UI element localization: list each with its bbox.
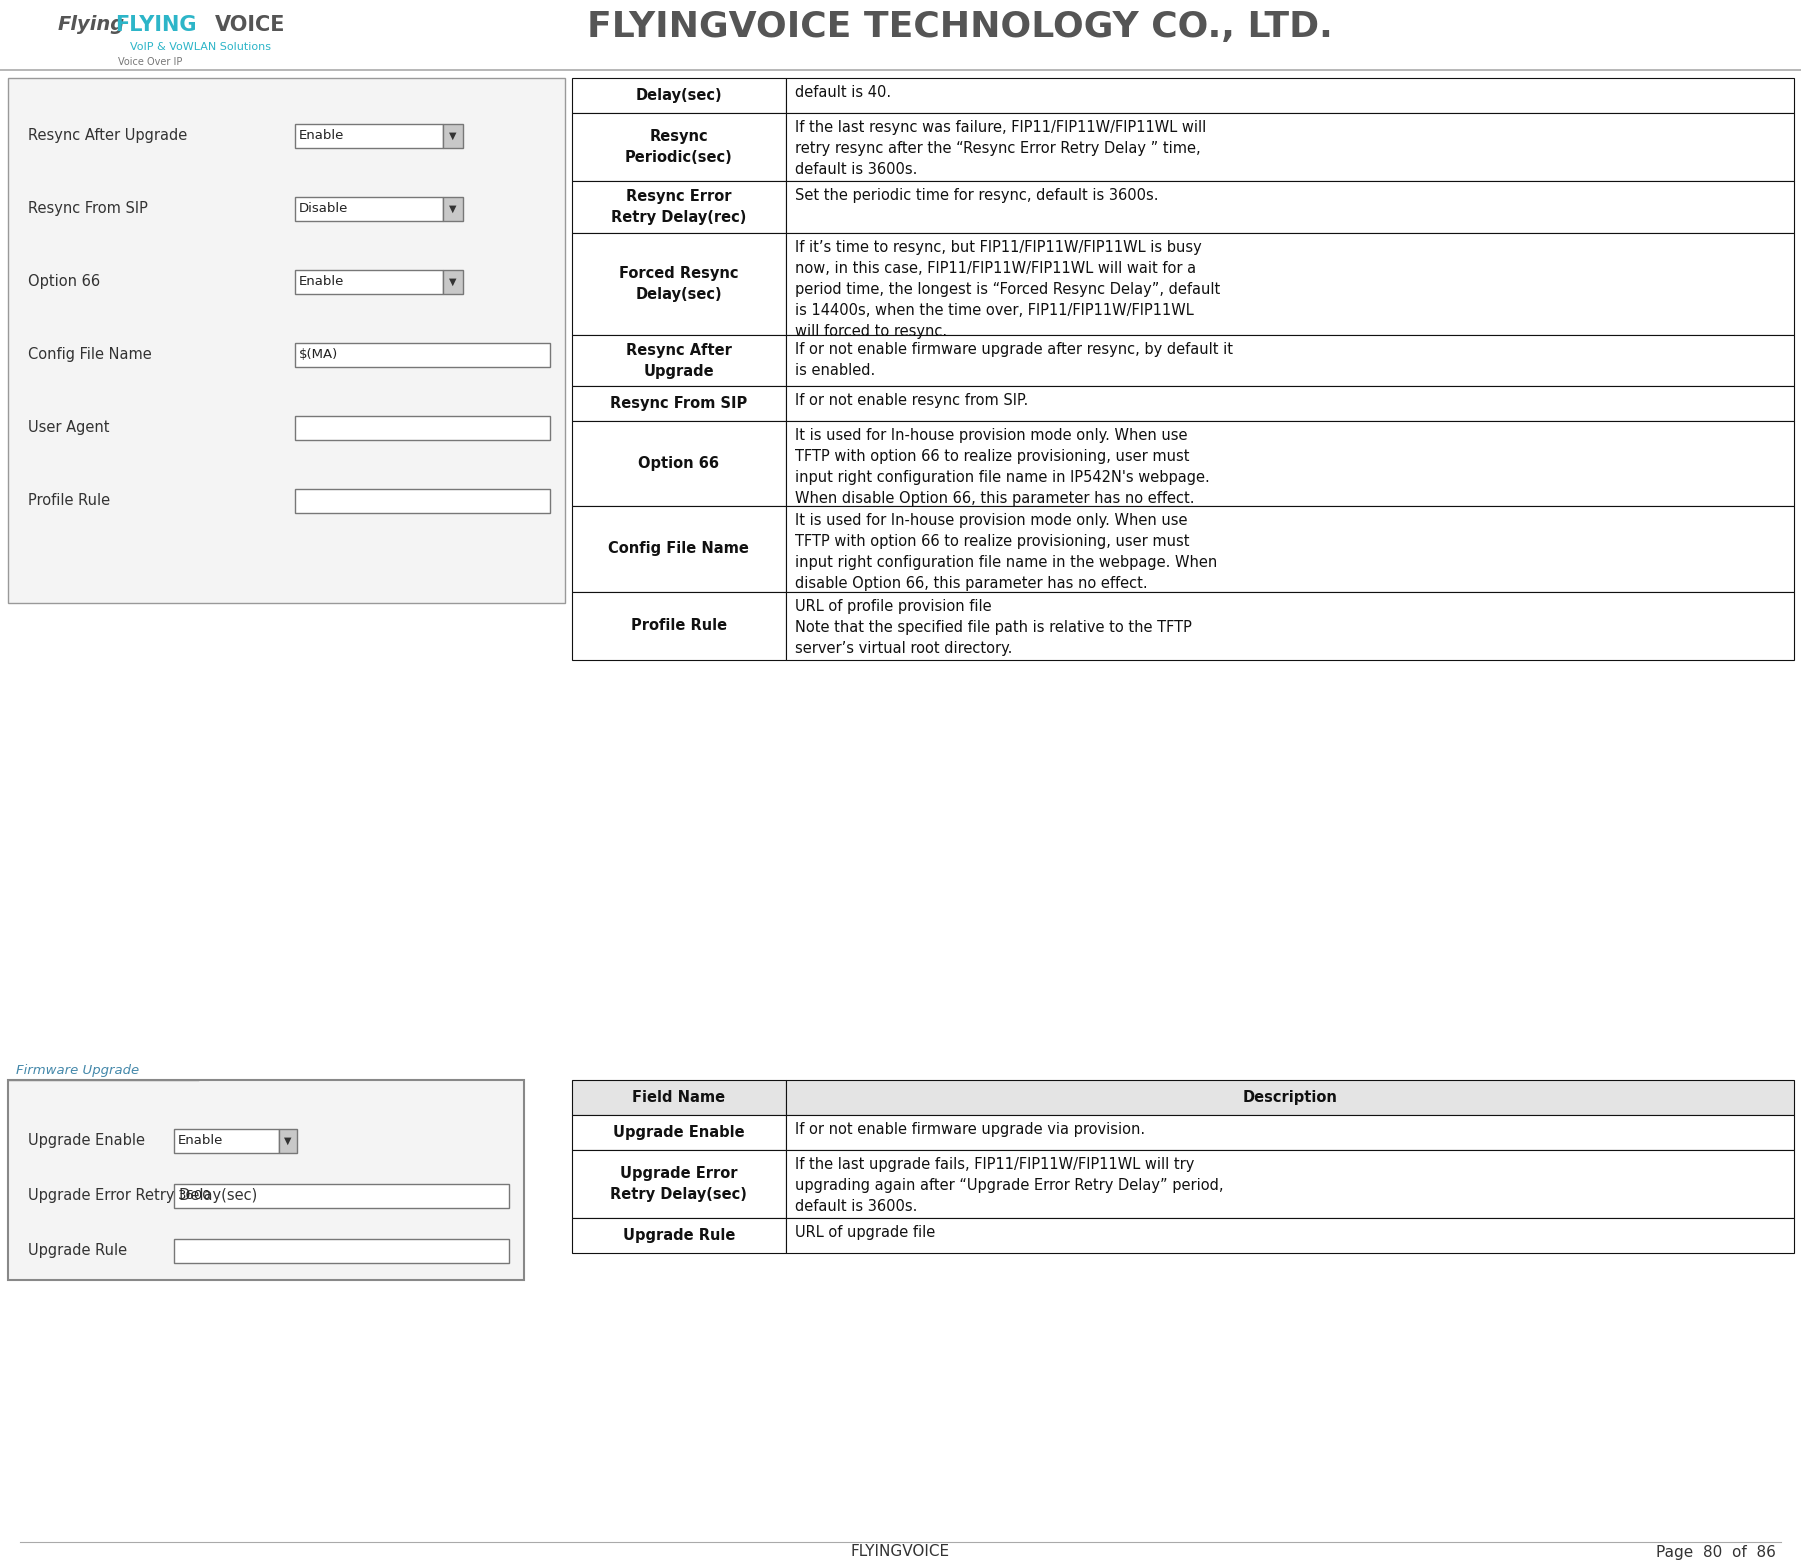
Bar — [785, 506, 1794, 592]
Bar — [785, 1115, 1794, 1150]
Bar — [175, 1129, 279, 1153]
Bar — [175, 1184, 510, 1207]
Bar — [443, 270, 463, 294]
Bar — [573, 506, 785, 592]
Text: Enable: Enable — [178, 1134, 223, 1148]
Text: FLYINGVOICE TECHNOLOGY CO., LTD.: FLYINGVOICE TECHNOLOGY CO., LTD. — [587, 9, 1333, 44]
Text: If or not enable resync from SIP.: If or not enable resync from SIP. — [794, 394, 1028, 408]
Bar — [573, 78, 785, 112]
Text: Resync
Periodic(sec): Resync Periodic(sec) — [625, 130, 733, 166]
Bar — [295, 415, 549, 440]
Text: VOICE: VOICE — [214, 16, 286, 34]
Bar — [785, 422, 1794, 506]
Bar — [295, 123, 443, 148]
Text: URL of upgrade file: URL of upgrade file — [794, 1225, 935, 1240]
Bar — [175, 1239, 510, 1264]
Text: 3600: 3600 — [178, 1189, 213, 1203]
Text: Resync From SIP: Resync From SIP — [611, 397, 747, 411]
Text: Resync Error
Retry Delay(rec): Resync Error Retry Delay(rec) — [611, 189, 747, 225]
Bar — [785, 386, 1794, 422]
Text: Upgrade Error Retry Delay(sec): Upgrade Error Retry Delay(sec) — [29, 1189, 258, 1203]
Bar — [573, 233, 785, 334]
Text: It is used for In-house provision mode only. When use
TFTP with option 66 to rea: It is used for In-house provision mode o… — [794, 514, 1217, 592]
Text: VoIP & VoWLAN Solutions: VoIP & VoWLAN Solutions — [130, 42, 270, 52]
Bar — [573, 1150, 785, 1218]
Text: default is 40.: default is 40. — [794, 84, 891, 100]
Text: It is used for In-house provision mode only. When use
TFTP with option 66 to rea: It is used for In-house provision mode o… — [794, 428, 1210, 506]
Bar — [573, 1218, 785, 1253]
Text: Upgrade Error
Retry Delay(sec): Upgrade Error Retry Delay(sec) — [611, 1165, 747, 1201]
Bar — [573, 386, 785, 422]
Bar — [573, 112, 785, 181]
Text: Set the periodic time for resync, default is 3600s.: Set the periodic time for resync, defaul… — [794, 187, 1158, 203]
Bar — [295, 489, 549, 512]
Bar — [443, 123, 463, 148]
Text: Enable: Enable — [299, 130, 344, 142]
Text: ▼: ▼ — [448, 276, 457, 287]
Text: Enable: Enable — [299, 275, 344, 289]
Bar — [785, 334, 1794, 386]
Text: User Agent: User Agent — [29, 420, 110, 436]
Text: Upgrade Rule: Upgrade Rule — [623, 1228, 735, 1243]
Text: Flying: Flying — [58, 16, 126, 34]
Bar — [785, 1218, 1794, 1253]
Bar — [573, 1115, 785, 1150]
Text: Upgrade Enable: Upgrade Enable — [612, 1125, 746, 1140]
Bar — [573, 181, 785, 233]
Text: If the last upgrade fails, FIP11/FIP11W/FIP11WL will try
upgrading again after “: If the last upgrade fails, FIP11/FIP11W/… — [794, 1156, 1223, 1214]
Bar — [279, 1129, 297, 1153]
Bar — [785, 233, 1794, 334]
Bar — [785, 1079, 1794, 1115]
Text: Config File Name: Config File Name — [29, 347, 151, 362]
Text: If it’s time to resync, but FIP11/FIP11W/FIP11WL is busy
now, in this case, FIP1: If it’s time to resync, but FIP11/FIP11W… — [794, 241, 1219, 339]
Text: Disable: Disable — [299, 201, 348, 216]
Bar — [785, 592, 1794, 661]
Text: ▼: ▼ — [285, 1136, 292, 1147]
Text: Field Name: Field Name — [632, 1090, 726, 1104]
Bar — [573, 592, 785, 661]
Bar — [785, 1150, 1794, 1218]
Bar — [785, 112, 1794, 181]
Text: Resync From SIP: Resync From SIP — [29, 201, 148, 216]
Bar — [443, 197, 463, 220]
Text: Description: Description — [1243, 1090, 1338, 1104]
Text: $(MA): $(MA) — [299, 348, 339, 361]
Text: Resync After Upgrade: Resync After Upgrade — [29, 128, 187, 144]
Bar — [785, 78, 1794, 112]
Bar — [295, 270, 443, 294]
Text: If or not enable firmware upgrade via provision.: If or not enable firmware upgrade via pr… — [794, 1122, 1145, 1137]
Bar — [295, 197, 443, 220]
Text: Delay(sec): Delay(sec) — [636, 87, 722, 103]
Text: Config File Name: Config File Name — [609, 542, 749, 556]
Bar — [7, 78, 566, 603]
Text: ▼: ▼ — [448, 203, 457, 214]
Text: Option 66: Option 66 — [29, 275, 101, 289]
Text: Option 66: Option 66 — [638, 456, 719, 472]
Text: FLYINGVOICE: FLYINGVOICE — [850, 1545, 951, 1559]
Text: Page  80  of  86: Page 80 of 86 — [1657, 1545, 1776, 1559]
Text: FLYING: FLYING — [115, 16, 196, 34]
Bar — [573, 422, 785, 506]
Text: Upgrade Rule: Upgrade Rule — [29, 1243, 128, 1259]
Bar — [573, 334, 785, 386]
Text: Profile Rule: Profile Rule — [29, 494, 110, 508]
Bar — [295, 342, 549, 367]
Text: Profile Rule: Profile Rule — [630, 619, 728, 633]
Text: Voice Over IP: Voice Over IP — [119, 56, 182, 67]
Text: ▼: ▼ — [448, 131, 457, 141]
Text: Firmware Upgrade: Firmware Upgrade — [16, 1064, 139, 1078]
Text: Upgrade Enable: Upgrade Enable — [29, 1134, 146, 1148]
Text: Resync After
Upgrade: Resync After Upgrade — [627, 342, 731, 378]
Text: If the last resync was failure, FIP11/FIP11W/FIP11WL will
retry resync after the: If the last resync was failure, FIP11/FI… — [794, 120, 1207, 177]
Text: URL of profile provision file
Note that the specified file path is relative to t: URL of profile provision file Note that … — [794, 598, 1192, 656]
Bar — [573, 1079, 785, 1115]
Bar — [7, 1079, 524, 1279]
Text: Forced Resync
Delay(sec): Forced Resync Delay(sec) — [620, 266, 738, 301]
Text: If or not enable firmware upgrade after resync, by default it
is enabled.: If or not enable firmware upgrade after … — [794, 342, 1234, 378]
Bar — [785, 181, 1794, 233]
